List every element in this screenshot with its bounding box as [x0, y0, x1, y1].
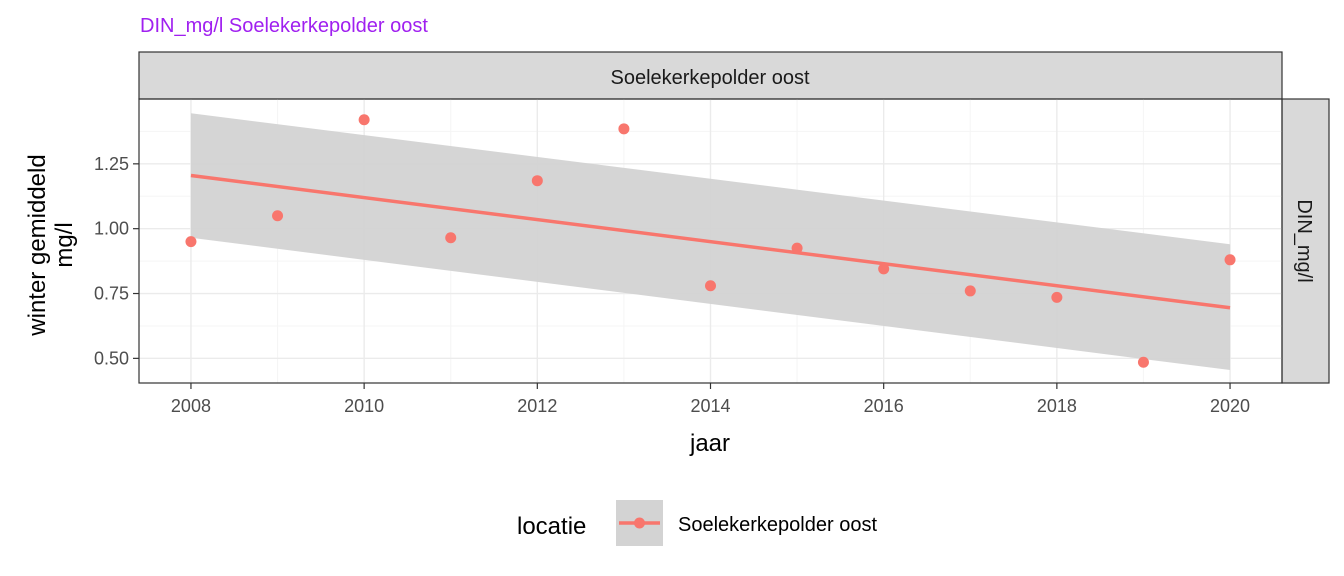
x-tick-label: 2018 [1037, 396, 1077, 416]
x-axis-title: jaar [689, 430, 730, 457]
data-point [618, 123, 630, 135]
legend-item-label: Soelekerkepolder oost [678, 514, 877, 536]
x-tick-label: 2016 [864, 396, 904, 416]
x-tick-label: 2020 [1210, 396, 1250, 416]
x-tick-label: 2008 [171, 396, 211, 416]
chart-title: DIN_mg/l Soelekerkepolder oost [140, 15, 428, 37]
facet-row-strip [1281, 98, 1330, 384]
y-axis: 0.50 0.75 1.00 1.25 [94, 154, 139, 368]
y-tick-label: 1.25 [94, 154, 129, 174]
data-point [1137, 356, 1149, 368]
data-point [445, 232, 457, 244]
data-point [705, 280, 716, 292]
y-tick-label: 1.00 [94, 219, 129, 239]
x-tick-label: 2014 [690, 396, 730, 416]
x-tick-label: 2012 [517, 396, 557, 416]
data-point [531, 175, 543, 187]
x-tick-label: 2010 [344, 396, 384, 416]
y-tick-label: 0.50 [94, 348, 129, 368]
x-axis: 2008 2010 2012 2014 2016 2018 2020 [171, 383, 1250, 416]
data-point [1224, 254, 1236, 266]
y-axis-title-line-2: mg/l [51, 222, 78, 267]
facet-column-strip [138, 51, 1283, 100]
data-point [358, 114, 370, 126]
facet-row-label: DIN_mg/l [1293, 199, 1315, 282]
legend-key-point [634, 517, 645, 529]
data-point [964, 285, 976, 297]
legend-title: locatie [517, 513, 586, 540]
plot-panel [139, 99, 1282, 383]
y-axis-title-line-1: winter gemiddeld [24, 154, 51, 336]
trend-line [190, 173, 1231, 310]
data-point [185, 236, 197, 248]
y-tick-label: 0.75 [94, 284, 129, 304]
data-point [1051, 291, 1063, 303]
data-point [878, 263, 890, 275]
data-point [272, 210, 284, 222]
legend: locatie Soelekerkepolder oost [517, 500, 877, 546]
facet-column-label: Soelekerkepolder oost [610, 67, 809, 89]
